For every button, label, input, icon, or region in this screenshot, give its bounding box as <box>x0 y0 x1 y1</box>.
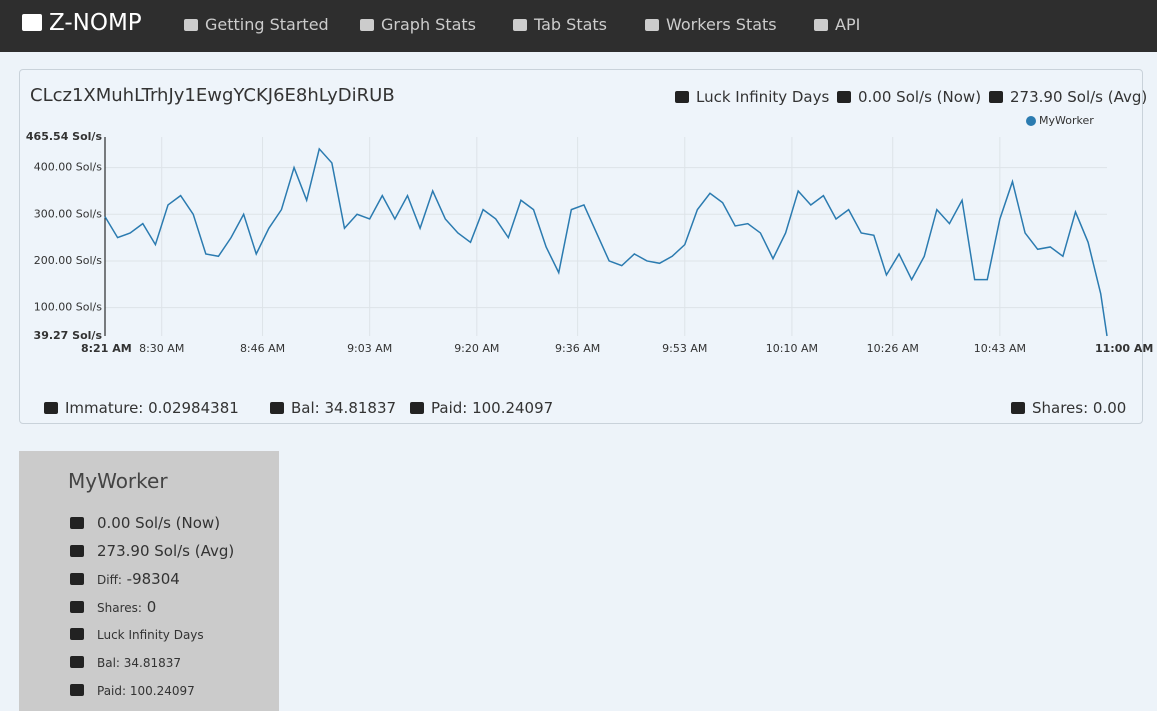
nav-link-text[interactable]: Tab Stats <box>534 15 608 34</box>
worker-luck-text: Luck Infinity Days <box>97 628 204 642</box>
nav-link-text[interactable]: Graph Stats <box>381 15 477 34</box>
worker-diff-label: Diff: <box>97 573 122 587</box>
luck-text: Luck Infinity Days <box>696 88 830 106</box>
worker-now-text: 0.00 Sol/s (Now) <box>97 514 221 532</box>
luck: Luck Infinity Days <box>675 88 829 106</box>
nav-link-text[interactable]: Workers Stats <box>666 15 777 34</box>
shares: Shares: 0.00 <box>1011 399 1126 417</box>
brand-text[interactable]: Z-NOMP <box>49 10 142 36</box>
worker-bal: Bal: 34.81837 <box>70 656 181 670</box>
immature-text: Immature: 0.02984381 <box>65 399 239 417</box>
worker-shares-value: 0 <box>146 598 157 616</box>
worker-now: 0.00 Sol/s (Now) <box>70 514 220 532</box>
nav-link[interactable]: API <box>814 15 860 34</box>
hashrate-now: 0.00 Sol/s (Now) <box>837 88 981 106</box>
immature: Immature: 0.02984381 <box>44 399 239 417</box>
worker-diff-value: -98304 <box>126 570 180 588</box>
paid-text: Paid: 100.24097 <box>431 399 554 417</box>
worker-shares-label: Shares: <box>97 601 142 615</box>
worker-paid-text: Paid: 100.24097 <box>97 684 195 698</box>
worker-shares: Shares: 0 <box>70 598 156 616</box>
worker-card: MyWorker 0.00 Sol/s (Now) 273.90 Sol/s (… <box>19 451 279 711</box>
hashrate-avg-text: 273.90 Sol/s (Avg) <box>1010 88 1148 106</box>
navbar: Z-NOMP Getting Started Graph Stats Tab S… <box>0 0 1157 52</box>
nav-link-text[interactable]: API <box>835 15 861 34</box>
hashrate-now-text: 0.00 Sol/s (Now) <box>858 88 982 106</box>
nav-link[interactable]: Workers Stats <box>645 15 777 34</box>
paid: Paid: 100.24097 <box>410 399 553 417</box>
nav-link-text[interactable]: Getting Started <box>205 15 329 34</box>
worker-luck: Luck Infinity Days <box>70 628 204 642</box>
shares-text: Shares: 0.00 <box>1032 399 1127 417</box>
worker-panel: CLcz1XMuhLTrhJy1EwgYCKJ6E8hLyDiRUB Luck … <box>19 69 1147 424</box>
nav-link[interactable]: Tab Stats <box>513 15 607 34</box>
worker-avg-text: 273.90 Sol/s (Avg) <box>97 542 235 560</box>
worker-diff: Diff: -98304 <box>70 570 180 588</box>
nav-link[interactable]: Getting Started <box>184 15 329 34</box>
hashrate-avg: 273.90 Sol/s (Avg) <box>989 88 1147 106</box>
worker-paid: Paid: 100.24097 <box>70 684 195 698</box>
balance-text: Bal: 34.81837 <box>291 399 397 417</box>
brand[interactable]: Z-NOMP <box>22 10 142 36</box>
address: CLcz1XMuhLTrhJy1EwgYCKJ6E8hLyDiRUB <box>30 85 395 106</box>
worker-name: MyWorker <box>68 469 168 493</box>
worker-avg: 273.90 Sol/s (Avg) <box>70 542 234 560</box>
nav-link[interactable]: Graph Stats <box>360 15 476 34</box>
balance: Bal: 34.81837 <box>270 399 396 417</box>
worker-bal-text: Bal: 34.81837 <box>97 656 182 670</box>
